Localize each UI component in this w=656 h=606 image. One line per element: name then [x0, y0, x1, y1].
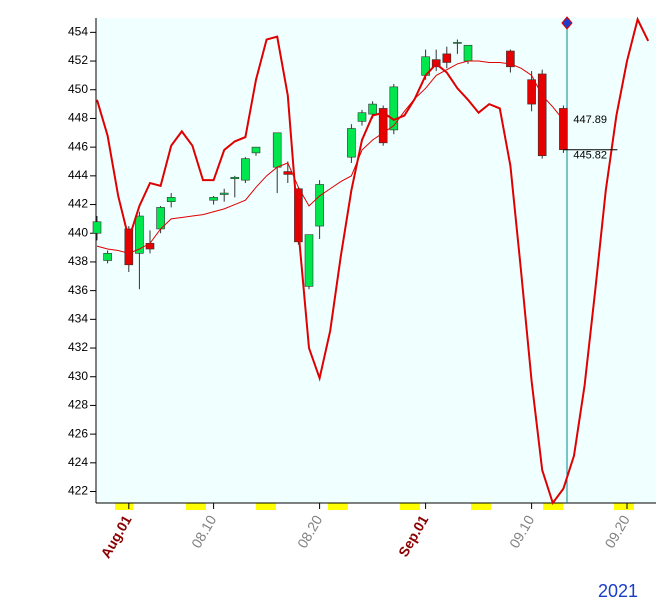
cursor-marker	[561, 16, 573, 30]
candle-body	[389, 86, 399, 131]
x-tick-label: Aug.01	[97, 512, 134, 561]
candle-body	[378, 108, 388, 144]
candle-body	[103, 253, 112, 261]
y-tick-label: 430	[68, 369, 88, 383]
line	[96, 16, 650, 506]
candle-body	[145, 242, 155, 250]
year-label: 2021	[598, 581, 638, 601]
line	[96, 60, 564, 254]
candle-body	[92, 221, 102, 234]
y-tick-label: 452	[68, 53, 88, 67]
candle-body	[135, 215, 144, 254]
candle-body	[506, 50, 515, 68]
candle-body	[124, 228, 134, 266]
y-tick-label: 424	[68, 455, 88, 469]
y-tick-label: 448	[68, 111, 88, 125]
x-tick-label: 08.10	[188, 512, 219, 551]
candle-body	[241, 158, 250, 181]
candle-body	[357, 112, 367, 122]
candle-body	[294, 188, 303, 243]
candle-body	[527, 79, 536, 105]
y-tick-label: 426	[68, 426, 88, 440]
candle-body	[537, 73, 547, 157]
y-tick-label: 440	[68, 225, 88, 239]
y-tick-label: 422	[68, 484, 88, 498]
y-tick-label: 442	[68, 197, 88, 211]
candle-body	[315, 184, 324, 227]
y-tick-label: 454	[68, 25, 88, 39]
candle-body	[304, 234, 314, 287]
candle-body	[347, 128, 356, 158]
x-tick-label: 09.10	[506, 512, 537, 551]
y-tick-label: 434	[68, 312, 88, 326]
y-tick-label: 446	[68, 139, 88, 153]
candle-body	[166, 197, 176, 202]
price-label: 447.89	[573, 114, 607, 126]
candle-body	[209, 197, 218, 201]
x-tick-label: 09.20	[601, 512, 632, 551]
y-tick-label: 450	[68, 82, 88, 96]
candle-body	[272, 132, 282, 168]
candle-body	[368, 103, 377, 115]
candle-body	[453, 42, 462, 44]
weekend-markers	[115, 503, 634, 510]
candle-body	[283, 171, 293, 175]
y-tick-label: 436	[68, 283, 88, 297]
y-tick-label: 428	[68, 398, 88, 412]
candle-body	[251, 146, 261, 154]
x-tick-label: Sep.01	[395, 512, 432, 559]
y-tick-label: 438	[68, 254, 88, 268]
y-tick-label: 432	[68, 340, 88, 354]
candle-body	[442, 53, 452, 63]
candle-body	[559, 108, 568, 151]
plot-area	[97, 18, 656, 503]
candle-body	[230, 176, 240, 180]
candle-body	[463, 44, 473, 62]
x-tick-label: 08.20	[294, 512, 325, 551]
y-tick-label: 444	[68, 168, 88, 182]
price-label: 445.82	[573, 150, 607, 162]
candle-body	[219, 192, 229, 195]
